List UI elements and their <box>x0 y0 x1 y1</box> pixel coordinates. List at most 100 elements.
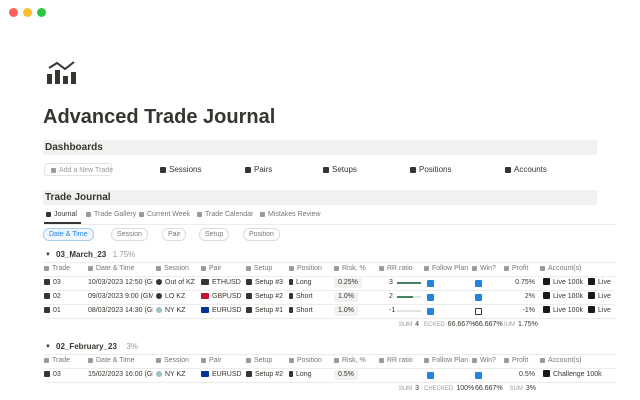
column-label: Account(s) <box>548 265 582 272</box>
dashboard-link[interactable]: Accounts <box>505 163 547 176</box>
account-icon <box>588 292 595 299</box>
link-icon <box>505 167 511 173</box>
column-header[interactable]: Risk, % <box>334 354 376 368</box>
column-icon <box>156 358 161 363</box>
column-header[interactable]: RR ratio <box>379 354 421 368</box>
view-tab[interactable]: Journal <box>46 209 77 220</box>
view-tab[interactable]: Trade Calendar <box>197 209 253 220</box>
column-label: Setup <box>254 265 273 272</box>
summary-cell: ECKED 66.667% <box>424 320 475 330</box>
position-cell-icon <box>289 293 293 299</box>
column-label: Profit <box>512 265 529 272</box>
trade-cell-text: 01 <box>53 307 61 314</box>
trade-cell: 02 <box>44 290 85 304</box>
checkbox[interactable] <box>427 307 434 315</box>
account-name: Live 100k <box>553 307 583 314</box>
account-icon <box>543 306 550 313</box>
group-toggle[interactable]: ▼ <box>45 344 51 350</box>
column-header[interactable]: Pair <box>201 354 243 368</box>
column-label: Account(s) <box>548 357 582 364</box>
column-header[interactable]: Session <box>156 262 198 276</box>
column-icon <box>289 358 294 363</box>
column-header[interactable]: Date & Time <box>88 354 153 368</box>
window-zoom[interactable] <box>37 8 46 17</box>
column-header[interactable]: Position <box>289 262 331 276</box>
date-cell: 10/03/2023 12:50 (GM <box>88 276 153 290</box>
link-icon <box>160 167 166 173</box>
filter-chip[interactable]: Position <box>243 228 280 241</box>
window-close[interactable] <box>9 8 18 17</box>
column-icon <box>289 266 294 271</box>
column-label: Date & Time <box>96 265 135 272</box>
setup-cell: Setup #1 <box>246 304 286 318</box>
tab-label: Journal <box>54 211 77 218</box>
column-header[interactable]: Profit <box>504 354 537 368</box>
section-heading: Trade Journal <box>45 192 111 203</box>
position-cell: Long <box>289 368 331 382</box>
checkbox[interactable] <box>427 371 434 379</box>
divider <box>44 304 615 305</box>
dashboard-link[interactable]: Sessions <box>160 163 201 176</box>
link-label: Positions <box>419 165 452 174</box>
tab-label: Mistakes Review <box>268 211 321 218</box>
account-icon <box>543 278 550 285</box>
summary-value: 100% <box>456 385 475 392</box>
column-header[interactable]: Session <box>156 354 198 368</box>
column-header[interactable]: Follow Plan <box>424 262 469 276</box>
setup-cell: Setup #2 <box>246 368 286 382</box>
column-header[interactable]: Account(s) <box>540 262 637 276</box>
checkbox[interactable] <box>475 307 482 315</box>
group-name: 02_February_23 <box>56 342 117 351</box>
column-header[interactable]: Win? <box>472 262 501 276</box>
dashboard-link[interactable]: Setups <box>323 163 357 176</box>
risk-cell: 0.5% <box>334 370 358 380</box>
column-header[interactable]: Win? <box>472 354 501 368</box>
divider <box>44 290 615 291</box>
position-cell-icon <box>289 307 293 313</box>
divider <box>44 276 615 277</box>
view-tab[interactable]: Mistakes Review <box>260 209 321 220</box>
column-icon <box>334 358 339 363</box>
column-icon <box>472 358 477 363</box>
account-name: Live <box>598 293 611 300</box>
group-toggle[interactable]: ▼ <box>45 252 51 258</box>
column-header[interactable]: RR ratio <box>379 262 421 276</box>
column-header[interactable]: Account(s) <box>540 354 637 368</box>
dashboard-link[interactable]: Pairs <box>245 163 272 176</box>
window-minimize[interactable] <box>23 8 32 17</box>
filter-chip[interactable]: Pair <box>162 228 187 241</box>
checkbox[interactable] <box>427 293 434 301</box>
filter-chip[interactable]: Date & Time <box>43 228 94 241</box>
checkbox[interactable] <box>427 279 434 287</box>
account-icon <box>543 370 550 377</box>
pair-cell: GBPUSD <box>201 290 243 304</box>
checkbox[interactable] <box>475 371 482 379</box>
column-icon <box>246 266 251 271</box>
rr-value: -1 <box>389 307 396 314</box>
tab-icon <box>260 212 265 217</box>
view-tab[interactable]: Current Week <box>139 209 190 220</box>
column-header[interactable]: Follow Plan <box>424 354 469 368</box>
column-header[interactable]: Trade <box>44 354 85 368</box>
column-header[interactable]: Profit <box>504 262 537 276</box>
button-label: Add a New Trade <box>59 167 114 174</box>
column-header[interactable]: Setup <box>246 262 286 276</box>
add-trade-button[interactable]: Add a New Trade <box>44 163 114 176</box>
column-label: Profit <box>512 357 529 364</box>
session-cell-icon <box>156 371 162 377</box>
trade-cell-icon <box>44 279 50 285</box>
checkbox[interactable] <box>475 279 482 287</box>
view-tab[interactable]: Trade Gallery <box>86 209 136 220</box>
column-header[interactable]: Risk, % <box>334 262 376 276</box>
pair-cell: ETHUSD <box>201 276 243 290</box>
filter-chip[interactable]: Session <box>111 228 148 241</box>
column-header[interactable]: Date & Time <box>88 262 153 276</box>
checkbox[interactable] <box>475 293 482 301</box>
column-header[interactable]: Pair <box>201 262 243 276</box>
filter-chip[interactable]: Setup <box>199 228 230 241</box>
column-header[interactable]: Position <box>289 354 331 368</box>
column-header[interactable]: Trade <box>44 262 85 276</box>
dashboard-link[interactable]: Positions <box>410 163 451 176</box>
column-header[interactable]: Setup <box>246 354 286 368</box>
divider <box>44 318 615 319</box>
